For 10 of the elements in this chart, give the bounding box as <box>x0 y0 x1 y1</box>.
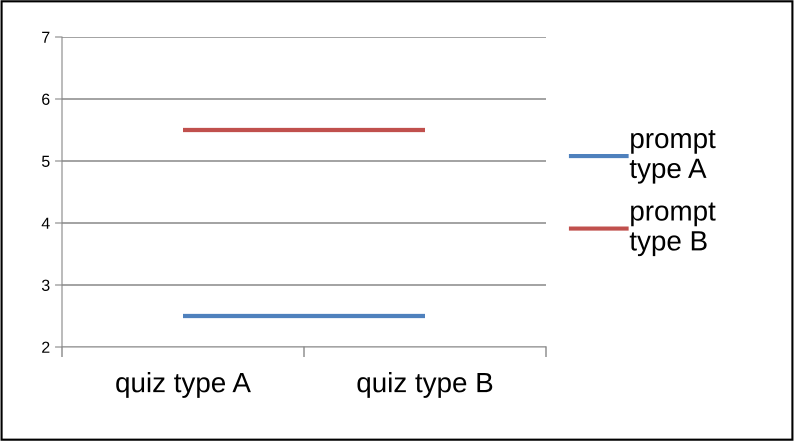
y-tick-label: 7 <box>42 32 50 43</box>
y-tick-label: 2 <box>42 342 50 353</box>
y-tick-label: 5 <box>42 156 50 167</box>
y-tick-label: 3 <box>42 280 50 291</box>
y-tick-label: 6 <box>42 94 50 105</box>
x-tick-label: quiz type A <box>116 372 251 398</box>
x-tick-label: quiz type B <box>357 372 492 398</box>
legend-label: prompt type A <box>630 130 716 184</box>
y-tick-label: 4 <box>42 218 50 229</box>
legend-label: prompt type B <box>630 202 716 256</box>
